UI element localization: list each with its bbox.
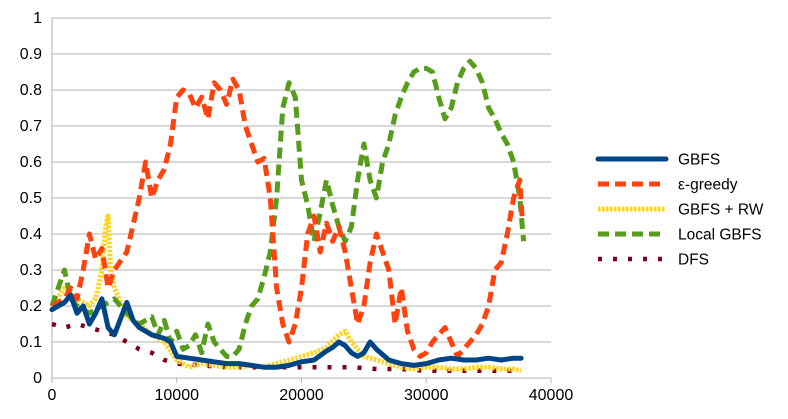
y-tick-label: 0 bbox=[33, 370, 42, 387]
series-lines bbox=[49, 58, 527, 374]
y-tick-label: 0.8 bbox=[20, 82, 42, 99]
axes bbox=[51, 18, 552, 383]
series-line-2 bbox=[49, 213, 522, 374]
legend-label: GBFS bbox=[678, 152, 720, 169]
legend: GBFS ε-greedy GBFS + RW Local GBFS DFS bbox=[595, 152, 764, 269]
y-axis-ticks: 0 0.1 0.2 0.3 0.4 0.5 0.6 0.7 0.8 0.9 1 bbox=[20, 10, 42, 387]
series-line-0 bbox=[49, 292, 524, 370]
y-tick-label: 0.6 bbox=[20, 154, 42, 171]
series-line-1 bbox=[50, 76, 525, 359]
x-tick-label: 30000 bbox=[404, 387, 449, 404]
gridlines bbox=[52, 17, 551, 379]
y-tick-label: 0.9 bbox=[20, 46, 42, 63]
y-tick-label: 0.3 bbox=[20, 262, 42, 279]
legend-label: GBFS + RW bbox=[678, 202, 764, 219]
y-tick-label: 1 bbox=[33, 10, 42, 27]
x-tick-label: 10000 bbox=[155, 387, 200, 404]
y-tick-label: 0.4 bbox=[20, 226, 42, 243]
legend-label: ε-greedy bbox=[678, 177, 738, 194]
x-tick-label: 0 bbox=[48, 387, 57, 404]
x-tick-label: 20000 bbox=[279, 387, 324, 404]
y-tick-label: 0.1 bbox=[20, 334, 42, 351]
y-tick-label: 0.7 bbox=[20, 118, 42, 135]
legend-label: Local GBFS bbox=[678, 227, 762, 244]
x-tick-label: 40000 bbox=[529, 387, 574, 404]
x-axis-ticks: 0 10000 20000 30000 40000 bbox=[48, 387, 574, 404]
y-tick-label: 0.5 bbox=[20, 190, 42, 207]
series-line-3 bbox=[49, 58, 527, 359]
legend-label: DFS bbox=[678, 252, 709, 269]
y-tick-label: 0.2 bbox=[20, 298, 42, 315]
